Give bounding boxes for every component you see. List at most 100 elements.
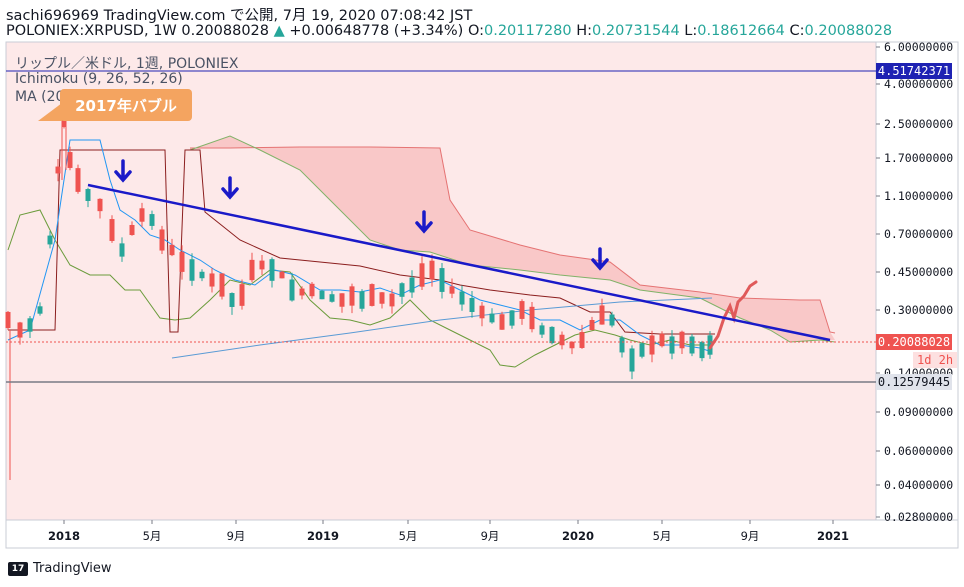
candle-body xyxy=(75,168,81,192)
price-tick-label: 0.70000000 xyxy=(884,227,953,241)
candle-body xyxy=(219,273,225,297)
price-tick-label: 0.45000000 xyxy=(884,265,953,279)
candle-body xyxy=(289,279,295,301)
candle-body xyxy=(519,301,525,319)
chart-publish-info: sachi696969 TradingView.com で公開, 7月 19, … xyxy=(6,4,472,25)
price-tick-label: 6.00000000 xyxy=(884,40,953,54)
candle-body xyxy=(399,283,405,297)
candle-body xyxy=(549,326,555,344)
candle-body xyxy=(499,314,505,330)
time-tick-label: 9月 xyxy=(227,529,246,543)
time-tick-label: 2018 xyxy=(48,529,80,543)
candle-body xyxy=(199,271,205,279)
footer: 17 TradingView xyxy=(8,561,112,576)
arrow-down-icon xyxy=(415,210,433,234)
candle-body xyxy=(85,189,91,201)
candle-body xyxy=(309,283,315,297)
projection-path xyxy=(708,280,758,350)
candle-body xyxy=(359,291,365,309)
symbol-legend: リップル／米ドル, 1週, POLONIEX xyxy=(15,53,239,73)
candle-body xyxy=(109,219,115,241)
candle-body xyxy=(569,341,575,349)
candle-body xyxy=(409,277,415,293)
up-arrow-icon: ▲ xyxy=(273,23,285,39)
candle-body xyxy=(279,271,285,279)
publish-info-text: sachi696969 TradingView.com で公開, 7月 19, … xyxy=(6,8,473,24)
candle-body xyxy=(119,243,125,257)
candle-body xyxy=(299,288,305,296)
candle-body xyxy=(209,273,215,287)
candle-body xyxy=(339,293,345,307)
low-value: 0.18612664 xyxy=(697,23,785,39)
candle-body xyxy=(149,214,155,226)
candle-body xyxy=(639,343,645,357)
candle-body xyxy=(55,166,61,174)
candle-body xyxy=(579,332,585,348)
chikou-span xyxy=(7,209,710,368)
close-label: C: xyxy=(789,23,805,39)
candle-body xyxy=(659,333,665,347)
candle-body xyxy=(599,305,605,325)
candle-body xyxy=(369,284,375,306)
ma-200-line xyxy=(171,297,713,359)
candle-body xyxy=(229,293,235,307)
candle-body xyxy=(27,318,33,332)
time-tick-label: 5月 xyxy=(143,529,162,543)
candle-body xyxy=(679,331,685,349)
candle-body xyxy=(449,286,455,294)
high-label: H: xyxy=(576,23,593,39)
arrow-down-icon xyxy=(114,159,132,183)
arrow-down-icon xyxy=(221,176,239,200)
price-tick-label: 1.70000000 xyxy=(884,151,953,165)
time-tick-label: 9月 xyxy=(741,529,760,543)
time-tick-label: 2020 xyxy=(562,529,594,543)
candle-body xyxy=(669,336,675,354)
price-tick-label: 2.50000000 xyxy=(884,117,953,131)
candle-body xyxy=(349,286,355,306)
candle-body xyxy=(329,294,335,302)
candle-body xyxy=(539,325,545,335)
candle-body xyxy=(17,322,23,338)
candle-body xyxy=(419,263,425,287)
candle-body xyxy=(67,152,73,168)
candle-body xyxy=(379,292,385,304)
candle-body xyxy=(239,284,245,306)
open-value: 0.20117280 xyxy=(483,23,572,39)
time-tick-label: 9月 xyxy=(481,529,500,543)
symbol-ohlc-bar: POLONIEX:XRPUSD, 1W 0.20088028 ▲ +0.0064… xyxy=(6,23,892,39)
last-price: 0.20088028 xyxy=(181,23,270,39)
tradingview-logo-icon: 17 xyxy=(8,561,28,576)
candle-body xyxy=(97,198,103,212)
candle-body xyxy=(629,348,635,372)
candle-body xyxy=(319,290,325,300)
bubble-callout: 2017年バブル xyxy=(38,89,192,121)
resistance-price-tag: 4.51742371 xyxy=(876,63,952,79)
high-value: 0.20731544 xyxy=(592,23,680,39)
candle-body xyxy=(389,293,395,307)
candle-body xyxy=(699,341,705,359)
symbol-label[interactable]: POLONIEX:XRPUSD, 1W xyxy=(6,23,177,39)
candle-body xyxy=(619,337,625,353)
close-value: 0.20088028 xyxy=(804,23,893,39)
candle-body xyxy=(707,335,713,355)
price-change: +0.00648778 (+3.34%) xyxy=(289,23,464,39)
legend-title: リップル／米ドル, 1週, POLONIEX xyxy=(15,56,239,72)
brand-name[interactable]: TradingView xyxy=(33,561,112,576)
time-axis-pane xyxy=(5,519,959,549)
candle-body xyxy=(459,291,465,305)
price-tick-label: 0.04000000 xyxy=(884,478,953,492)
candlestick-series xyxy=(5,100,713,480)
price-tick-label: 4.00000000 xyxy=(884,77,953,91)
candle-body xyxy=(169,244,175,256)
candle-body xyxy=(269,259,275,281)
open-label: O: xyxy=(467,23,484,39)
candle-body xyxy=(179,252,185,272)
time-tick-label: 5月 xyxy=(653,529,672,543)
ichimoku-legend[interactable]: Ichimoku (9, 26, 52, 26) xyxy=(15,71,183,87)
candle-body xyxy=(139,208,145,222)
support-price-tag: 0.12579445 xyxy=(876,374,952,390)
candle-body xyxy=(529,306,535,330)
candle-body xyxy=(249,259,255,281)
candle-body xyxy=(129,224,135,236)
